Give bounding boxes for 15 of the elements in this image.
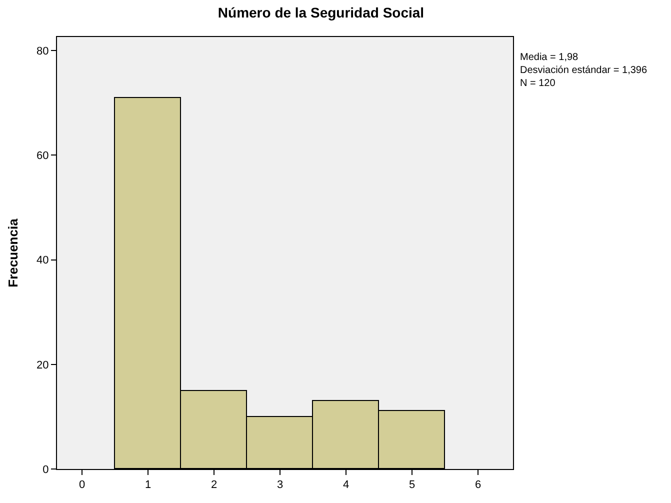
x-tick-label: 4 [342,479,350,492]
y-tick-label: 40 [36,254,49,267]
y-tick-label: 0 [42,464,49,476]
x-tick-label: 3 [276,479,284,492]
x-tick-label: 0 [79,479,86,492]
y-axis-title: Frecuencia [6,218,20,288]
text: Media = 1,98 Desviación estándar = 1,396 N = 120 [520,52,648,89]
x-tick-label: 5 [408,479,416,492]
chart-title: Número de la Seguridad Social [218,4,424,20]
x-tick-label: 2 [210,479,218,492]
y-tick-label: 60 [36,150,49,162]
x-tick-label: 6 [474,479,482,492]
x-tick-label: 1 [145,479,152,492]
y-tick-label: 20 [36,359,49,372]
y-tick-label: 80 [36,45,49,58]
